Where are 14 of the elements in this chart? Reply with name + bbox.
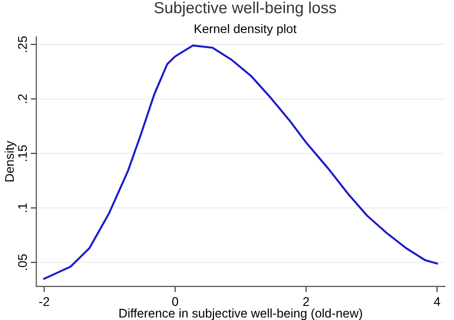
y-axis-title: Density xyxy=(4,140,16,182)
x-tick-label: -2 xyxy=(39,297,50,306)
chart-title: Subjective well-being loss xyxy=(154,2,336,16)
y-tick-label: .1 xyxy=(18,203,27,212)
y-tick-label: .15 xyxy=(18,145,27,161)
y-tick-label: .25 xyxy=(18,36,27,52)
y-tick-label: .05 xyxy=(18,254,27,270)
x-tick-label: 0 xyxy=(172,297,178,306)
x-tick-label: 4 xyxy=(434,297,440,306)
line-series xyxy=(43,44,438,280)
x-tick-label: 2 xyxy=(303,297,309,306)
chart-subtitle: Kernel density plot xyxy=(194,24,296,36)
y-tick-label: .2 xyxy=(18,94,27,103)
x-axis-title: Difference in subjective well-being (old-new) xyxy=(119,308,362,320)
